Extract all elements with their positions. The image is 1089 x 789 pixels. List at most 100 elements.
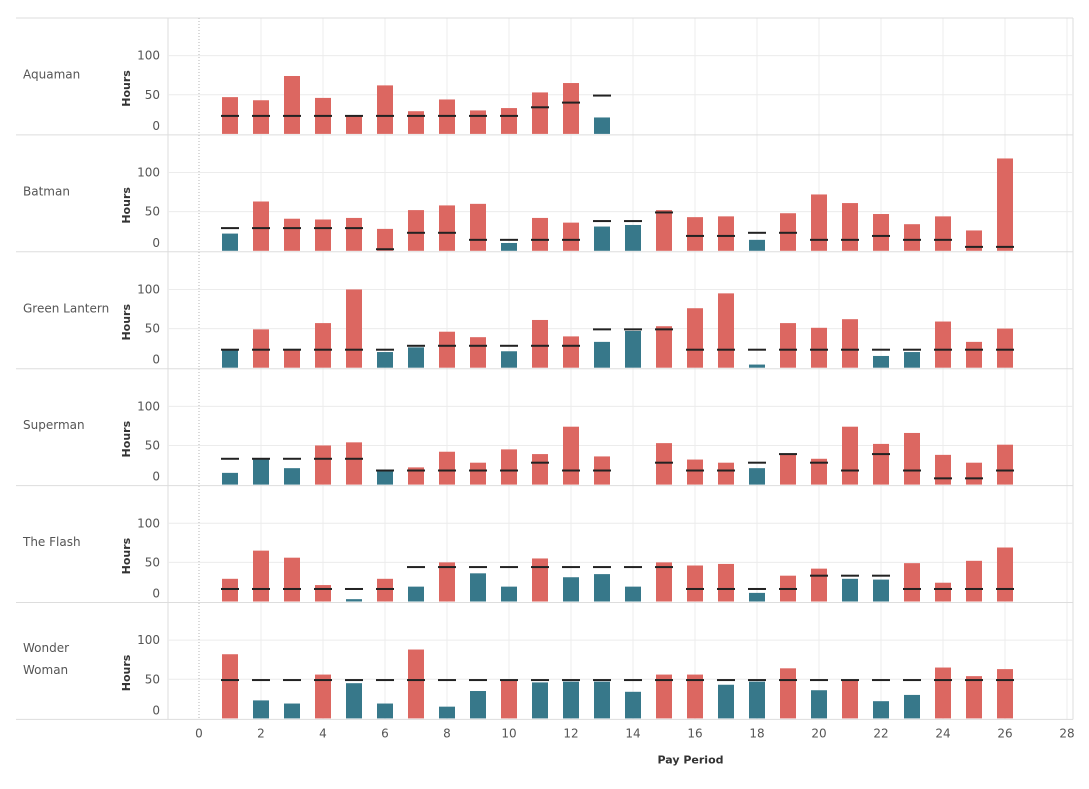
hours-bar [222, 233, 238, 251]
hours-bar [718, 462, 734, 485]
y-tick-label: 0 [152, 353, 160, 367]
hours-bar [594, 574, 610, 602]
hours-bar [625, 224, 641, 251]
target-marker [500, 238, 518, 241]
hours-bar [346, 115, 362, 134]
target-marker [934, 348, 952, 351]
target-marker [407, 469, 425, 472]
hours-bar [408, 467, 424, 485]
hours-bar [315, 323, 331, 368]
hours-bar [346, 217, 362, 251]
hours-bar [253, 550, 269, 602]
y-tick-label: 50 [145, 322, 160, 336]
target-marker [469, 344, 487, 347]
hours-bar [563, 577, 579, 602]
row-label: Superman [23, 418, 85, 432]
hours-bar [532, 682, 548, 719]
target-marker [283, 227, 301, 230]
hours-bar [284, 703, 300, 719]
target-marker [686, 348, 704, 351]
hours-bar [935, 216, 951, 251]
hours-bar [718, 684, 734, 719]
target-marker [500, 114, 518, 117]
hours-bar [780, 454, 796, 485]
x-tick-label: 2 [257, 726, 265, 740]
target-marker [562, 238, 580, 241]
target-marker [314, 348, 332, 351]
hours-bar [966, 462, 982, 485]
target-marker [655, 679, 673, 682]
target-marker [252, 679, 270, 682]
x-tick-label: 6 [381, 726, 389, 740]
hours-bar [594, 341, 610, 368]
hours-bar [439, 562, 455, 602]
hours-bar [470, 203, 486, 251]
target-marker [965, 679, 983, 682]
target-marker [221, 679, 239, 682]
hours-bar [253, 700, 269, 719]
x-tick-label: 20 [811, 726, 826, 740]
target-marker [593, 469, 611, 472]
target-marker [748, 231, 766, 234]
x-tick-label: 22 [873, 726, 888, 740]
hours-bar [532, 319, 548, 368]
x-tick-label: 8 [443, 726, 451, 740]
target-marker [810, 679, 828, 682]
hours-bar [966, 560, 982, 602]
y-tick-label: 100 [137, 282, 160, 296]
hours-bar [284, 557, 300, 602]
hours-bar [935, 667, 951, 719]
target-marker [686, 587, 704, 590]
hours-bar [563, 336, 579, 368]
target-marker [810, 348, 828, 351]
target-marker [221, 348, 239, 351]
hours-bar [749, 592, 765, 602]
target-marker [252, 348, 270, 351]
hours-bar [222, 578, 238, 602]
hours-bar [470, 573, 486, 602]
target-marker [438, 679, 456, 682]
target-marker [810, 574, 828, 577]
hours-bar [253, 329, 269, 368]
target-marker [717, 679, 735, 682]
target-marker [779, 348, 797, 351]
hours-bar [439, 205, 455, 251]
row-label: Batman [23, 184, 70, 198]
row-label: Green Lantern [23, 301, 109, 315]
target-marker [314, 679, 332, 682]
target-marker [686, 679, 704, 682]
target-marker [376, 469, 394, 472]
hours-bar [501, 242, 517, 251]
hours-bar [966, 341, 982, 368]
target-marker [562, 101, 580, 104]
y-axis-title: Hours [120, 187, 133, 224]
hours-bar [377, 703, 393, 719]
hours-bar [656, 210, 672, 251]
target-marker [686, 469, 704, 472]
hours-bar [625, 586, 641, 602]
target-marker [996, 587, 1014, 590]
hours-bar [594, 117, 610, 134]
hours-bar [284, 218, 300, 251]
hours-bar [470, 337, 486, 368]
hours-bar [377, 352, 393, 368]
target-marker [903, 469, 921, 472]
target-marker [965, 477, 983, 480]
y-tick-label: 0 [152, 470, 160, 484]
target-marker [252, 114, 270, 117]
hours-bar [625, 330, 641, 368]
hours-bar [377, 85, 393, 134]
y-axis-title: Hours [120, 304, 133, 341]
target-marker [841, 238, 859, 241]
target-marker [500, 344, 518, 347]
x-tick-label: 14 [625, 726, 640, 740]
target-marker [841, 574, 859, 577]
target-marker [562, 469, 580, 472]
hours-bar [532, 217, 548, 251]
y-tick-label: 50 [145, 555, 160, 569]
hours-bar [222, 654, 238, 719]
target-marker [686, 234, 704, 237]
target-marker [593, 94, 611, 97]
target-marker [407, 231, 425, 234]
hours-bar [253, 459, 269, 485]
